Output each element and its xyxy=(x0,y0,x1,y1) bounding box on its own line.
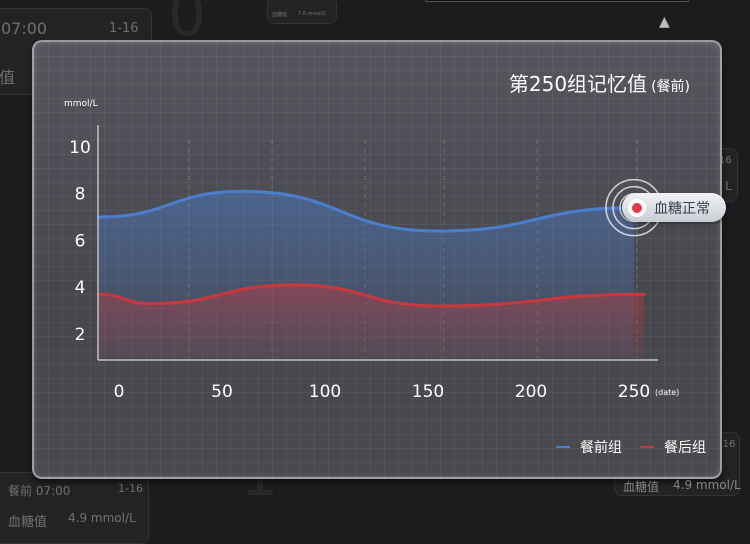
y-axis-unit: mmol/L xyxy=(64,99,98,109)
card-date: 1-16 xyxy=(118,482,143,495)
title-suffix: (餐前) xyxy=(651,79,690,95)
x-tick-label: 150 xyxy=(412,382,444,402)
x-tick-label: 200 xyxy=(515,382,547,402)
legend-item-before-meal[interactable]: 餐前组 xyxy=(556,437,622,457)
card-date: 16 xyxy=(719,155,732,166)
y-tick-label: 2 xyxy=(75,325,86,345)
status-badge[interactable]: 血糖正常 xyxy=(622,193,726,222)
x-tick-label: 250 xyxy=(618,382,650,402)
card-value: 4.9 mmol/L xyxy=(68,511,136,525)
y-tick-label: 4 xyxy=(75,278,86,298)
card-label: 值 xyxy=(0,68,16,87)
chart-title: 第250组记忆值 (餐前) xyxy=(509,68,690,97)
y-tick-label: 10 xyxy=(69,138,91,158)
card-time: 餐前 07:00 xyxy=(8,484,71,498)
card-date: 1-16 xyxy=(109,21,139,36)
scroll-up-icon[interactable]: ▲ xyxy=(659,14,670,30)
card-date: -16 xyxy=(719,439,736,450)
y-tick-label: 8 xyxy=(75,185,86,205)
status-dot-icon xyxy=(632,202,642,213)
legend: 餐前组 餐后组 xyxy=(556,437,706,457)
x-tick-label: 0 xyxy=(114,382,125,402)
background-card: 血糖值 7.6 mmol/L xyxy=(267,0,337,24)
card-value: 4.9 mmol/L xyxy=(673,478,741,492)
x-axis-label: (date) xyxy=(655,388,679,397)
x-tick-label: 50 xyxy=(211,382,233,402)
card-label: 血糖值 xyxy=(8,515,48,530)
legend-item-after-meal[interactable]: 餐后组 xyxy=(640,437,706,457)
card-time: 07:00 xyxy=(1,19,48,38)
legend-label: 餐后组 xyxy=(664,440,706,456)
series-area-1 xyxy=(98,284,645,358)
y-tick-label: 6 xyxy=(75,231,86,251)
legend-swatch xyxy=(640,446,654,448)
x-tick-label: 100 xyxy=(309,382,341,402)
card-value: 7.6 mmol/L xyxy=(298,11,327,17)
card-label: 血糖值 xyxy=(272,12,288,18)
card-label: 血糖值 xyxy=(623,480,660,494)
legend-label: 餐前组 xyxy=(580,440,622,456)
top-bar xyxy=(425,0,689,2)
card-value: L xyxy=(725,179,732,193)
series-line-0 xyxy=(96,189,636,233)
series-line-1 xyxy=(96,283,646,308)
title-text: 第250组记忆值 xyxy=(508,72,648,96)
status-text: 血糖正常 xyxy=(654,200,710,217)
legend-swatch xyxy=(556,446,570,448)
